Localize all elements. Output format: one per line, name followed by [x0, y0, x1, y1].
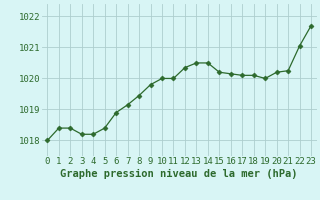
X-axis label: Graphe pression niveau de la mer (hPa): Graphe pression niveau de la mer (hPa)	[60, 169, 298, 179]
